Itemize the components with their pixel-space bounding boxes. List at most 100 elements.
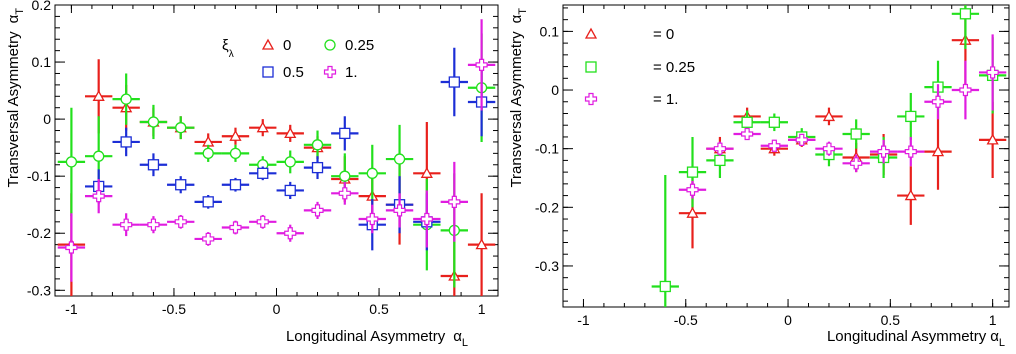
y-tick-label: 0 xyxy=(551,82,559,98)
x-tick-label: 0 xyxy=(784,312,792,328)
data-point xyxy=(311,161,324,174)
data-point xyxy=(175,122,187,134)
data-point xyxy=(202,147,214,160)
data-point xyxy=(120,93,132,105)
data-point xyxy=(714,154,726,167)
data-point xyxy=(686,206,699,218)
data-point xyxy=(768,116,780,128)
legend-label: 0.5 xyxy=(283,64,304,81)
y-tick-label: -0.3 xyxy=(27,282,51,298)
data-point xyxy=(420,166,433,178)
data-point xyxy=(659,280,671,293)
data-point xyxy=(120,136,132,148)
data-point xyxy=(986,66,999,79)
data-point xyxy=(986,133,999,145)
right-chart-panel: -1 -0.5 0 0.5 1 -0.3 -0.2 -0.1 0 0.1 = 0 = 0.25 = 1… xyxy=(508,4,1010,349)
data-point xyxy=(311,139,324,151)
y-tick-label: 0.2 xyxy=(32,0,52,13)
series-1 xyxy=(57,33,496,288)
legend-marker xyxy=(261,38,275,50)
data-point xyxy=(420,212,433,226)
legend-label: = 1. xyxy=(653,91,678,108)
data-point xyxy=(257,167,269,179)
data-point xyxy=(338,187,351,200)
data-point xyxy=(686,166,699,178)
y-tick-label: -0.1 xyxy=(27,168,51,184)
data-point xyxy=(120,218,133,231)
data-point xyxy=(93,150,105,162)
data-point xyxy=(284,184,296,197)
data-point xyxy=(366,212,379,226)
data-point xyxy=(229,129,242,141)
data-point xyxy=(147,116,160,128)
data-point xyxy=(393,204,406,217)
x-tick-label: -0.5 xyxy=(674,312,698,328)
data-point xyxy=(713,142,727,155)
data-point xyxy=(284,227,297,240)
y-tick-label: 0 xyxy=(43,111,51,127)
data-point xyxy=(366,167,378,179)
data-point xyxy=(175,179,187,191)
series-2 xyxy=(678,34,1007,199)
x-tick-label: -1 xyxy=(65,301,78,317)
y-tick-label: -0.3 xyxy=(535,258,559,274)
legend-label: 1. xyxy=(345,64,358,81)
data-point xyxy=(284,127,297,139)
y-tick-label: -0.2 xyxy=(535,199,559,215)
series-1 xyxy=(651,5,1007,307)
legend-label: = 0 xyxy=(653,26,674,43)
data-point xyxy=(256,215,269,228)
data-point xyxy=(339,127,351,140)
data-point xyxy=(92,89,105,101)
legend-title: ξλ xyxy=(222,37,234,60)
legend-marker xyxy=(323,65,337,79)
series-0 xyxy=(678,5,1007,249)
data-point xyxy=(202,196,214,208)
right-x-axis-label: Longitudinal Asymmetry αL xyxy=(827,328,1005,349)
right-plot-frame xyxy=(562,4,1010,308)
right-y-axis-label: Transversal AsymmetryαT xyxy=(508,8,529,188)
data-point xyxy=(229,221,242,234)
data-point xyxy=(959,83,972,97)
data-point xyxy=(741,116,753,128)
data-point xyxy=(475,58,488,72)
y-tick-label: -0.1 xyxy=(535,141,559,157)
x-tick-label: -0.5 xyxy=(162,301,186,317)
data-point xyxy=(393,153,406,165)
data-point xyxy=(795,133,808,146)
left-plot-frame xyxy=(54,4,499,297)
left-chart-panel: -1 -0.5 0 0.5 1 -0.3 -0.2 -0.1 0 0.1 0.2 ξλ 0 0.25 0.… xyxy=(5,0,499,349)
y-tick-label: -0.2 xyxy=(27,225,51,241)
data-point xyxy=(339,170,351,182)
data-point xyxy=(174,215,187,228)
x-tick-label: 1 xyxy=(989,312,997,328)
x-tick-label: 0 xyxy=(273,301,281,317)
data-point xyxy=(850,157,863,170)
data-point xyxy=(931,145,945,157)
data-point xyxy=(65,241,78,254)
legend-label: = 0.25 xyxy=(653,59,695,76)
data-point xyxy=(229,147,242,160)
data-point xyxy=(931,95,945,108)
x-tick-label: 0.5 xyxy=(369,301,389,317)
data-point xyxy=(904,189,917,201)
data-point xyxy=(256,121,269,133)
data-point xyxy=(904,145,917,158)
x-tick-label: -1 xyxy=(577,312,590,328)
data-point xyxy=(686,183,699,196)
data-point xyxy=(822,142,836,155)
data-point xyxy=(448,195,461,208)
data-point xyxy=(92,190,105,203)
legend-marker xyxy=(262,66,274,78)
data-point xyxy=(311,204,324,217)
x-tick-label: 1 xyxy=(478,301,486,317)
legend-marker xyxy=(585,61,597,73)
legend-marker xyxy=(324,39,336,51)
x-tick-label: 0.5 xyxy=(881,312,901,328)
legend-marker xyxy=(584,92,598,106)
data-point xyxy=(147,218,160,231)
data-point xyxy=(147,159,160,171)
legend-marker xyxy=(584,27,598,39)
data-point xyxy=(850,128,862,140)
y-tick-label: 0.1 xyxy=(32,54,52,70)
